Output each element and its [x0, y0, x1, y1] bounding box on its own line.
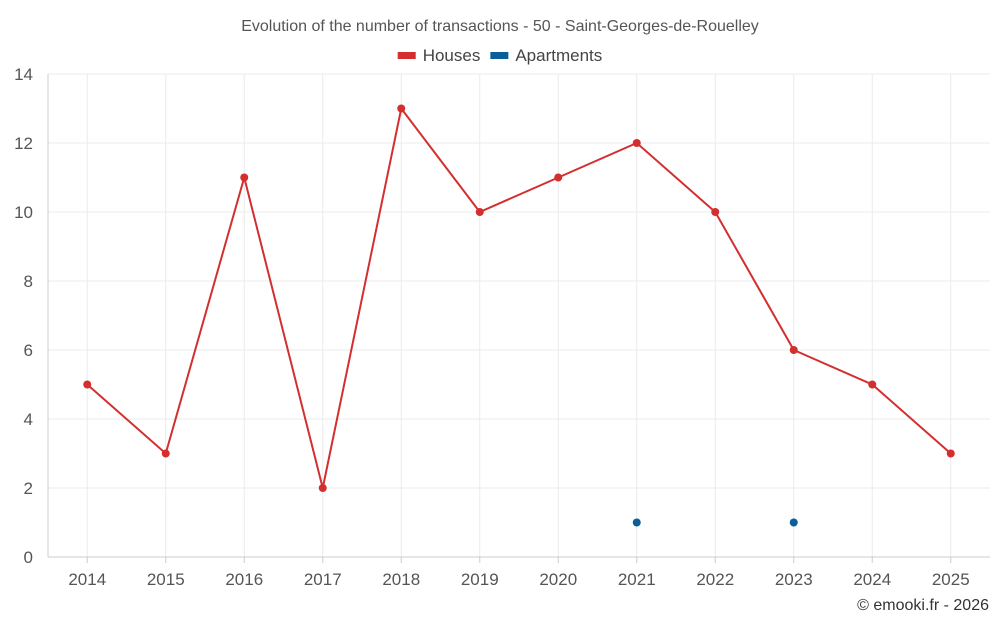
data-point-houses[interactable]	[711, 208, 720, 216]
x-tick-label: 2021	[618, 570, 656, 589]
y-tick-label: 12	[14, 134, 33, 153]
legend: Houses Apartments	[397, 46, 602, 65]
x-tick-label: 2020	[539, 570, 577, 589]
y-tick-label: 2	[24, 479, 33, 498]
y-tick-label: 14	[14, 65, 33, 84]
x-tick-label: 2016	[225, 570, 263, 589]
credit-text: © emooki.fr - 2026	[857, 597, 989, 614]
y-tick-label: 0	[24, 548, 33, 567]
legend-label: Apartments	[515, 46, 602, 65]
y-tick-label: 10	[14, 203, 33, 222]
axes: 0 2 4 6 8 10 12 14 2014 2015 2016 2017 2018 2019 2020 2…	[14, 65, 990, 589]
data-point-houses[interactable]	[83, 380, 92, 389]
data-point-houses[interactable]	[946, 449, 955, 458]
x-tick-label: 2014	[68, 570, 106, 589]
x-tick-label: 2015	[147, 570, 185, 589]
legend-label: Houses	[423, 46, 481, 65]
data-point-houses[interactable]	[240, 173, 249, 182]
grid	[48, 73, 990, 557]
x-tick-label: 2018	[382, 570, 420, 589]
legend-swatch	[490, 52, 509, 59]
legend-swatch	[397, 52, 416, 59]
data-point-houses[interactable]	[632, 139, 641, 147]
data-point-apartments[interactable]	[789, 518, 798, 527]
y-tick-label: 8	[24, 272, 33, 291]
x-tick-label: 2025	[932, 570, 970, 589]
data-point-houses[interactable]	[554, 173, 563, 182]
data-point-houses[interactable]	[318, 484, 327, 492]
data-point-houses[interactable]	[789, 346, 798, 354]
x-tick-label: 2022	[696, 570, 734, 589]
series	[83, 104, 955, 527]
series-houses	[83, 104, 955, 492]
data-point-houses[interactable]	[397, 104, 406, 113]
data-point-houses[interactable]	[475, 208, 484, 216]
data-point-houses[interactable]	[868, 380, 877, 389]
series-apartments	[632, 518, 798, 527]
data-point-houses[interactable]	[161, 449, 170, 458]
data-point-apartments[interactable]	[632, 518, 641, 527]
x-tick-label: 2019	[461, 570, 499, 589]
x-tick-label: 2024	[853, 570, 891, 589]
x-tick-label: 2023	[775, 570, 813, 589]
series-line-houses	[86, 106, 952, 489]
chart-title: Evolution of the number of transactions …	[241, 18, 759, 35]
y-tick-label: 6	[24, 341, 33, 360]
y-tick-label: 4	[24, 410, 33, 429]
x-tick-label: 2017	[304, 570, 342, 589]
